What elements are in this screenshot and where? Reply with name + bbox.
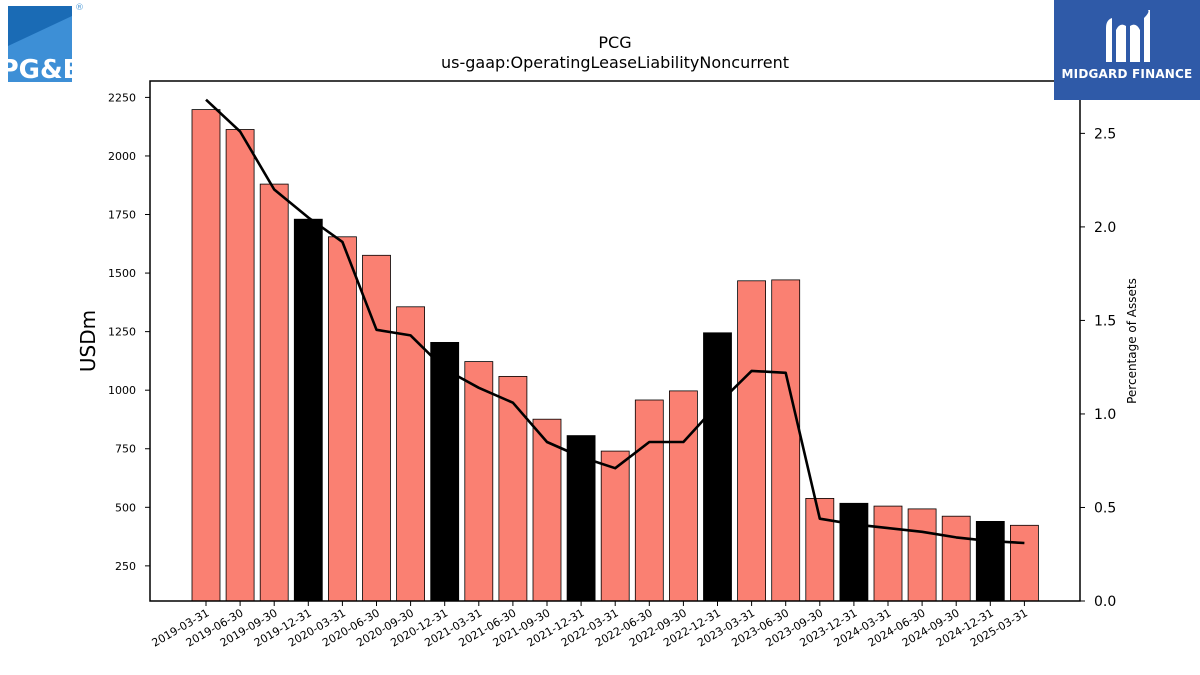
bar-2021-06-30 bbox=[498, 375, 528, 602]
y2-tick-label: 2.5 bbox=[1094, 126, 1116, 142]
midgard-emblem-icon bbox=[1106, 10, 1150, 63]
bar-2019-09-30 bbox=[259, 183, 289, 602]
bar-2022-09-30 bbox=[669, 390, 698, 602]
bar-2023-03-31 bbox=[737, 280, 766, 602]
y-tick-label: 1000 bbox=[108, 384, 136, 397]
y-tick-label: 2250 bbox=[108, 91, 136, 104]
chart-subtitle: us-gaap:OperatingLeaseLiabilityNoncurren… bbox=[441, 53, 789, 72]
y2-tick-label: 0.5 bbox=[1094, 500, 1116, 516]
bar-2020-03-31 bbox=[327, 236, 357, 602]
y-axis-label: USDm bbox=[76, 310, 100, 372]
bar-2023-06-30 bbox=[771, 279, 801, 602]
line-group bbox=[205, 98, 1025, 545]
y-tick-label: 1250 bbox=[108, 326, 136, 339]
y2-axis-label: Percentage of Assets bbox=[1125, 278, 1139, 404]
y-tick-label: 500 bbox=[115, 501, 136, 514]
chart-title: PCG bbox=[598, 33, 631, 52]
bar-2022-06-30 bbox=[634, 399, 664, 602]
bar-2022-03-31 bbox=[600, 450, 630, 602]
y-tick-label: 2000 bbox=[108, 150, 136, 163]
y2-tick-label: 1.0 bbox=[1094, 407, 1116, 423]
bar-group bbox=[191, 109, 1039, 602]
bar-2021-09-30 bbox=[532, 418, 562, 602]
y-axis-left: 250 500 750 1000 1250 1500 1750 2000 2250 bbox=[108, 91, 150, 573]
y2-tick-label: 0.0 bbox=[1094, 594, 1116, 610]
bar-2021-12-31 bbox=[566, 435, 596, 602]
y-tick-label: 1750 bbox=[108, 209, 136, 222]
y-tick-label: 1500 bbox=[108, 267, 136, 280]
bar-2020-09-30 bbox=[396, 306, 426, 602]
pge-logo-text: PG&E bbox=[8, 55, 74, 82]
bar-2021-03-31 bbox=[464, 361, 494, 602]
bar-2024-12-31 bbox=[975, 521, 1005, 602]
pge-logo: PG&E bbox=[0, 6, 80, 85]
bar-2023-09-30 bbox=[805, 497, 835, 602]
bar-2020-06-30 bbox=[362, 254, 391, 602]
bar-2022-12-31 bbox=[703, 332, 732, 602]
bar-2020-12-31 bbox=[430, 341, 460, 602]
registered-mark: ® bbox=[75, 3, 84, 13]
y2-tick-label: 2.0 bbox=[1094, 220, 1116, 236]
bar-2019-03-31 bbox=[191, 109, 221, 602]
y2-tick-label: 1.5 bbox=[1094, 313, 1116, 329]
bar-2019-06-30 bbox=[225, 129, 255, 602]
bar-2024-06-30 bbox=[907, 508, 937, 602]
bar-2019-12-31 bbox=[293, 218, 323, 602]
midgard-brand-text: MIDGARD FINANCE bbox=[1061, 67, 1193, 81]
percentage-line bbox=[205, 98, 1025, 545]
x-axis: 2019-03-312019-06-302019-09-302019-12-31… bbox=[150, 601, 1030, 650]
bar-2025-03-31 bbox=[1010, 524, 1039, 602]
midgard-finance-logo: MIDGARD FINANCE bbox=[1054, 0, 1200, 100]
y-tick-label: 750 bbox=[115, 443, 136, 456]
y-tick-label: 250 bbox=[115, 560, 136, 573]
bar-2024-09-30 bbox=[941, 515, 971, 602]
y-axis-right: 0.0 0.5 1.0 1.5 2.0 2.5 bbox=[1080, 126, 1116, 610]
bar-2024-03-31 bbox=[873, 505, 903, 602]
bar-2023-12-31 bbox=[839, 502, 869, 602]
